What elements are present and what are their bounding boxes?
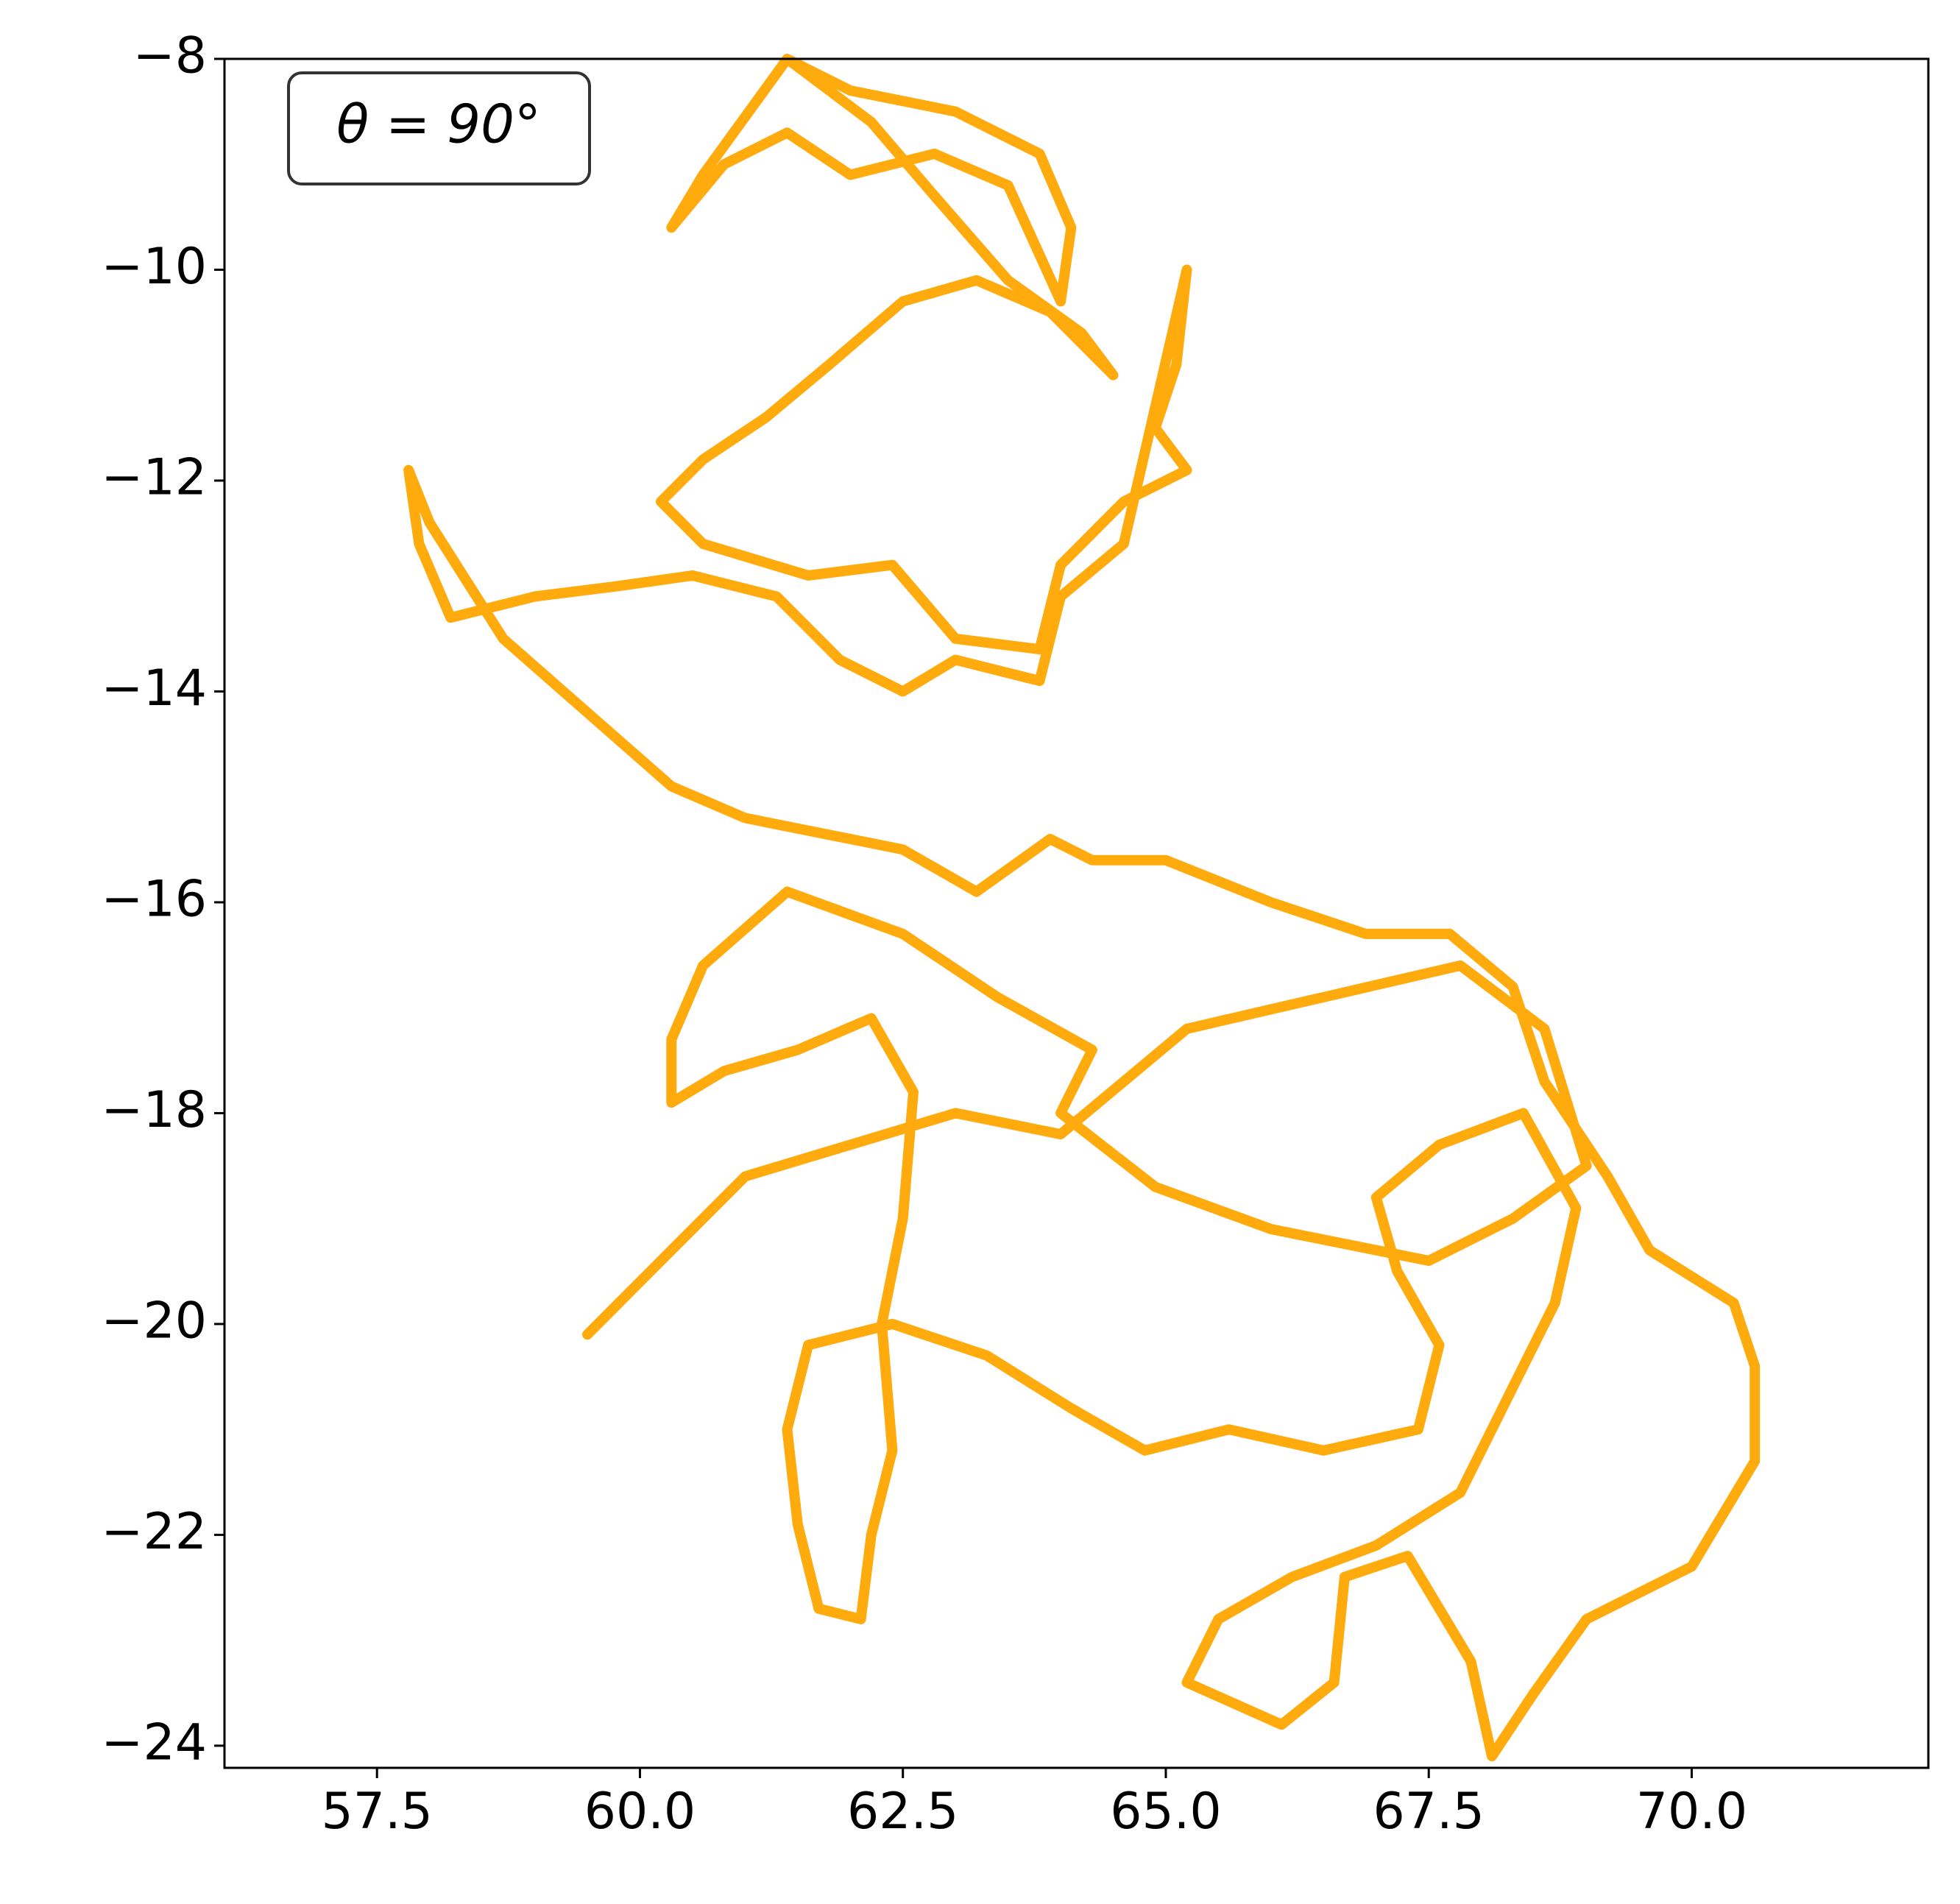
- annotation: θ = 90°: [336, 93, 541, 155]
- y-tick-label: −20: [101, 1292, 207, 1350]
- plot-area: [403, 54, 1761, 1762]
- x-tick-label: 67.5: [1373, 1783, 1485, 1841]
- y-tick-label: −18: [101, 1081, 207, 1139]
- y-tick-label: −16: [101, 871, 207, 929]
- trajectory: [403, 54, 1761, 1762]
- annotation-box: [287, 71, 591, 185]
- x-tick-label: 70.0: [1636, 1783, 1747, 1841]
- x-tick-label: 60.0: [584, 1783, 696, 1841]
- x-tick-label: 65.0: [1110, 1783, 1221, 1841]
- y-tick-label: −8: [133, 27, 207, 85]
- axes-frame: [223, 57, 1930, 1769]
- x-tick-label: 57.5: [322, 1783, 433, 1841]
- y-tick-label: −22: [101, 1503, 207, 1561]
- y-tick-label: −14: [101, 659, 207, 718]
- y-tick-label: −12: [101, 449, 207, 507]
- y-tick-label: −10: [101, 238, 207, 296]
- y-tick-label: −24: [101, 1713, 207, 1772]
- x-tick-label: 62.5: [847, 1783, 958, 1841]
